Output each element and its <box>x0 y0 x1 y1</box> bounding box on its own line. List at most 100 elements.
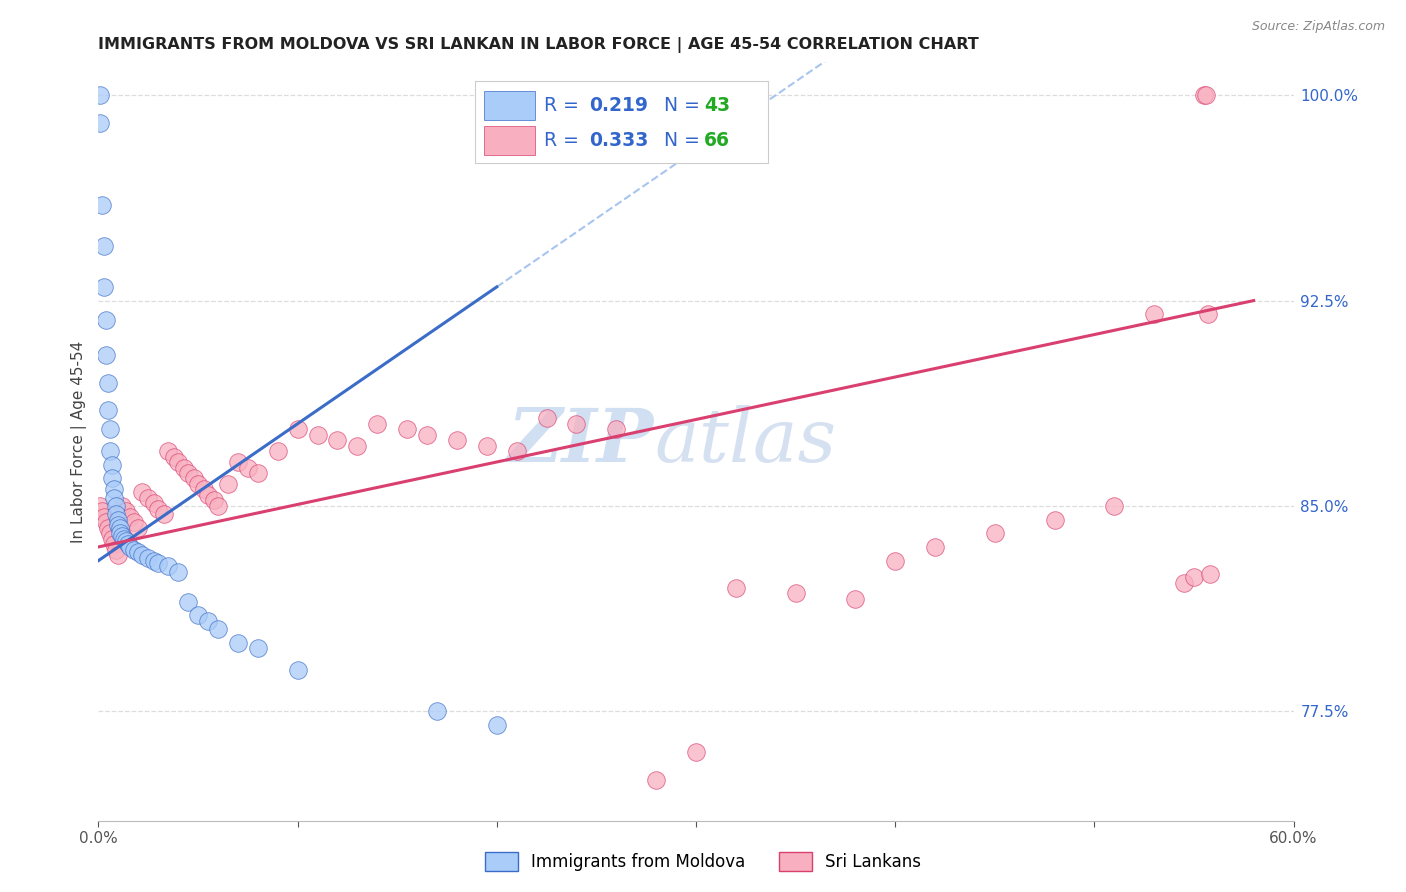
Point <box>1173 575 1195 590</box>
Point <box>844 591 866 606</box>
Point <box>93 280 115 294</box>
Point <box>187 477 209 491</box>
Point <box>96 348 118 362</box>
FancyBboxPatch shape <box>475 80 768 162</box>
Text: IMMIGRANTS FROM MOLDOVA VS SRI LANKAN IN LABOR FORCE | AGE 45-54 CORRELATION CHA: IMMIGRANTS FROM MOLDOVA VS SRI LANKAN IN… <box>98 37 979 53</box>
Text: N =: N = <box>664 131 706 150</box>
Point <box>226 636 249 650</box>
Point <box>565 417 588 431</box>
Point <box>91 504 114 518</box>
Text: 0.333: 0.333 <box>589 131 650 150</box>
Point <box>226 455 249 469</box>
Point <box>217 477 239 491</box>
Point <box>127 521 149 535</box>
Point <box>96 312 118 326</box>
Point <box>148 501 170 516</box>
Point <box>98 422 122 436</box>
Point <box>91 198 114 212</box>
Point <box>307 427 329 442</box>
Point <box>167 455 190 469</box>
Point <box>366 417 388 431</box>
Text: 43: 43 <box>704 96 731 115</box>
Point <box>984 526 1007 541</box>
Point <box>924 540 946 554</box>
Point <box>101 471 124 485</box>
Point <box>197 488 219 502</box>
Text: R =: R = <box>544 96 585 115</box>
Point <box>111 529 134 543</box>
Point <box>157 444 180 458</box>
Point <box>136 491 159 505</box>
Point <box>101 458 124 472</box>
Point <box>1199 567 1222 582</box>
Legend: Immigrants from Moldova, Sri Lankans: Immigrants from Moldova, Sri Lankans <box>477 843 929 880</box>
Text: 0.219: 0.219 <box>589 96 648 115</box>
Point <box>112 532 135 546</box>
Point <box>645 772 668 787</box>
Point <box>117 537 139 551</box>
Point <box>143 496 166 510</box>
Text: Source: ZipAtlas.com: Source: ZipAtlas.com <box>1251 20 1385 33</box>
Point <box>143 553 166 567</box>
Point <box>1043 512 1066 526</box>
Point <box>101 532 124 546</box>
Point <box>202 493 225 508</box>
Point <box>120 509 142 524</box>
Point <box>485 718 508 732</box>
Point <box>173 460 195 475</box>
Point <box>426 704 449 718</box>
Point <box>177 466 200 480</box>
Text: 66: 66 <box>704 131 730 150</box>
Point <box>120 540 142 554</box>
Point <box>115 504 138 518</box>
Point <box>326 433 349 447</box>
Point <box>127 545 149 559</box>
Point <box>1197 307 1219 321</box>
Point <box>246 641 269 656</box>
Point <box>183 471 205 485</box>
Point <box>107 548 129 562</box>
Point <box>107 518 129 533</box>
Point <box>136 550 159 565</box>
Y-axis label: In Labor Force | Age 45-54: In Labor Force | Age 45-54 <box>72 341 87 542</box>
Point <box>1192 88 1215 103</box>
Point <box>131 485 153 500</box>
Text: atlas: atlas <box>654 405 837 478</box>
Point <box>89 88 111 103</box>
Point <box>187 608 209 623</box>
Point <box>103 491 125 505</box>
Point <box>506 444 529 458</box>
Point <box>287 422 309 436</box>
Text: R =: R = <box>544 131 585 150</box>
Point <box>236 460 259 475</box>
Point <box>105 542 128 557</box>
Point <box>97 403 120 417</box>
Point <box>103 483 125 497</box>
Point <box>167 565 190 579</box>
Point <box>1182 570 1205 584</box>
Point <box>197 614 219 628</box>
Point <box>157 559 180 574</box>
Point <box>1195 88 1218 103</box>
Point <box>267 444 290 458</box>
Point <box>785 586 807 600</box>
Point <box>396 422 419 436</box>
Point <box>724 581 747 595</box>
FancyBboxPatch shape <box>485 126 534 155</box>
Point <box>207 622 229 636</box>
Point <box>107 512 129 526</box>
Point <box>111 499 134 513</box>
Point <box>115 534 138 549</box>
Point <box>884 553 907 567</box>
Point <box>110 526 132 541</box>
Point <box>110 521 132 535</box>
Point <box>124 516 146 530</box>
Point <box>446 433 468 447</box>
Point <box>346 439 368 453</box>
Point <box>131 548 153 562</box>
Point <box>97 521 120 535</box>
Point <box>89 116 111 130</box>
Point <box>536 411 558 425</box>
Point <box>124 542 146 557</box>
Point <box>98 444 122 458</box>
